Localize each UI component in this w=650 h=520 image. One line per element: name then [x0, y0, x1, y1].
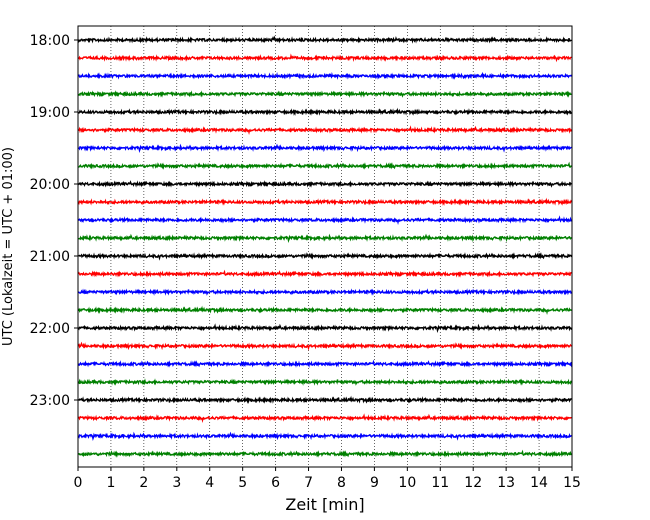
trace-2345 [77, 449, 572, 459]
x-axis-ticks: 0 1 2 3 4 5 6 7 8 9 10 11 12 13 14 15 [74, 467, 581, 491]
x-tick-label: 11 [431, 475, 449, 491]
trace-2315 [77, 413, 572, 423]
y-tick-label: 23:00 [30, 393, 70, 409]
x-tick-label: 9 [370, 475, 379, 491]
x-tick-label: 14 [530, 475, 548, 491]
y-tick-label: 20:00 [30, 177, 70, 193]
trace-2045 [78, 233, 572, 244]
trace-2230 [77, 359, 573, 369]
plot-frame [77, 25, 573, 468]
trace-2330 [77, 431, 573, 442]
trace-2000 [77, 180, 572, 188]
trace-1945 [78, 161, 572, 171]
x-tick-label: 4 [205, 475, 214, 491]
trace-2300 [78, 395, 572, 404]
trace-2200 [77, 323, 573, 334]
trace-1930 [78, 143, 572, 154]
trace-1845 [77, 90, 572, 98]
x-axis-label: Zeit [min] [285, 495, 364, 514]
x-tick-label: 3 [172, 475, 181, 491]
x-tick-label: 6 [271, 475, 280, 491]
trace-1830 [78, 71, 573, 80]
trace-2100 [78, 252, 573, 261]
trace-1900 [78, 107, 573, 116]
x-tick-label: 15 [563, 475, 581, 491]
seismic-traces [77, 35, 573, 459]
trace-2245 [77, 378, 573, 386]
y-axis-ticks: 18:00 19:00 20:00 21:00 22:00 23:00 [30, 33, 78, 409]
x-tick-label: 5 [238, 475, 247, 491]
x-tick-label: 7 [304, 475, 313, 491]
trace-1815 [77, 53, 572, 63]
x-tick-label: 13 [497, 475, 515, 491]
x-tick-label: 8 [337, 475, 346, 491]
trace-2030 [77, 215, 572, 225]
trace-2130 [77, 288, 573, 296]
trace-2215 [77, 341, 572, 351]
trace-1915 [78, 125, 573, 135]
y-axis-label: UTC (Lokalzeit = UTC + 01:00) [1, 147, 16, 346]
trace-2145 [77, 305, 573, 315]
y-tick-label: 19:00 [30, 105, 70, 121]
trace-2015 [77, 197, 573, 206]
y-tick-label: 22:00 [30, 321, 70, 337]
trace-1800 [77, 35, 572, 44]
x-tick-label: 10 [398, 475, 416, 491]
trace-2115 [77, 269, 573, 279]
y-tick-label: 18:00 [30, 33, 70, 49]
x-tick-label: 12 [464, 475, 482, 491]
x-tick-label: 1 [106, 475, 115, 491]
y-tick-label: 21:00 [30, 249, 70, 265]
x-tick-label: 2 [139, 475, 148, 491]
x-tick-label: 0 [74, 475, 83, 491]
